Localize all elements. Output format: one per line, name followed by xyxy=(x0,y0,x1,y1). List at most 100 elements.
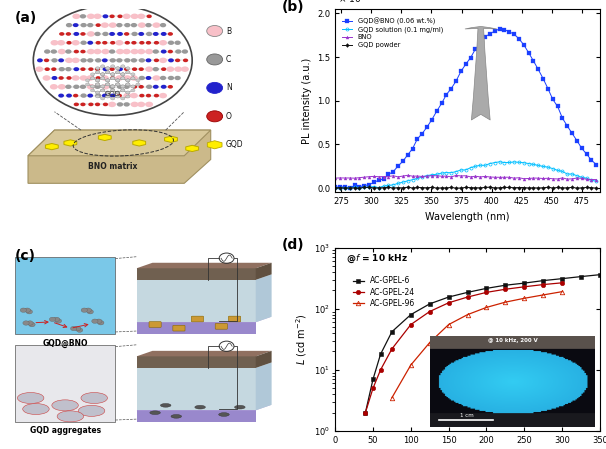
Circle shape xyxy=(145,49,153,54)
GQD solution (0.1 mg/ml) xyxy=(593,179,600,184)
Circle shape xyxy=(130,75,138,81)
Circle shape xyxy=(139,58,145,62)
Text: N: N xyxy=(226,84,232,92)
Circle shape xyxy=(168,32,173,36)
Circle shape xyxy=(102,93,108,97)
Circle shape xyxy=(131,13,139,19)
Circle shape xyxy=(73,84,79,89)
Circle shape xyxy=(101,97,105,100)
AC-GPEL-24 xyxy=(483,290,490,295)
Circle shape xyxy=(168,40,174,45)
Circle shape xyxy=(53,317,59,321)
Circle shape xyxy=(175,40,181,45)
Circle shape xyxy=(70,326,77,331)
Circle shape xyxy=(167,66,175,72)
Circle shape xyxy=(74,102,79,106)
Circle shape xyxy=(124,102,130,106)
BNO xyxy=(380,174,387,179)
Circle shape xyxy=(124,32,129,36)
Circle shape xyxy=(101,84,110,89)
Circle shape xyxy=(183,58,188,62)
Circle shape xyxy=(72,57,79,63)
Circle shape xyxy=(105,83,110,86)
Circle shape xyxy=(105,91,110,94)
Circle shape xyxy=(111,97,115,100)
Circle shape xyxy=(44,49,50,54)
AC-GPEL-96 xyxy=(502,299,509,305)
Circle shape xyxy=(101,73,105,76)
Circle shape xyxy=(118,14,122,18)
Ellipse shape xyxy=(150,411,161,414)
Circle shape xyxy=(117,32,123,36)
Circle shape xyxy=(116,95,120,98)
Circle shape xyxy=(105,95,110,98)
AC-GPEL-24 xyxy=(521,284,528,290)
Circle shape xyxy=(81,67,85,71)
Y-axis label: PL intensity (a.u.): PL intensity (a.u.) xyxy=(302,57,311,144)
Circle shape xyxy=(175,76,181,80)
Circle shape xyxy=(116,91,120,94)
Circle shape xyxy=(105,71,110,74)
Text: @$\it{f}$ = 10 kHz: @$\it{f}$ = 10 kHz xyxy=(346,253,408,265)
Circle shape xyxy=(153,67,159,71)
Circle shape xyxy=(87,41,93,45)
Circle shape xyxy=(96,79,100,82)
Circle shape xyxy=(102,58,108,62)
Circle shape xyxy=(182,49,188,54)
Circle shape xyxy=(101,75,108,81)
GQD@BNO (0.06 wt.%) xyxy=(593,162,600,167)
AC-GPEL-96 xyxy=(388,395,396,401)
Circle shape xyxy=(146,84,152,89)
Circle shape xyxy=(138,22,146,28)
Circle shape xyxy=(121,65,125,68)
Circle shape xyxy=(116,71,120,74)
Circle shape xyxy=(105,79,110,82)
Circle shape xyxy=(29,322,35,327)
Circle shape xyxy=(110,76,115,80)
Circle shape xyxy=(160,23,166,27)
AC-GPEL-6 xyxy=(445,295,452,300)
Line: GQD solution (0.1 mg/ml): GQD solution (0.1 mg/ml) xyxy=(334,160,598,189)
Circle shape xyxy=(153,32,159,36)
GQD@BNO (0.06 wt.%) xyxy=(573,138,581,143)
Circle shape xyxy=(102,14,108,18)
GQD solution (0.1 mg/ml) xyxy=(588,178,595,183)
Circle shape xyxy=(65,49,72,54)
Circle shape xyxy=(79,75,88,81)
Circle shape xyxy=(116,79,120,82)
Circle shape xyxy=(96,83,100,86)
Circle shape xyxy=(116,49,124,54)
Circle shape xyxy=(121,89,125,92)
Circle shape xyxy=(115,75,124,81)
Circle shape xyxy=(101,85,105,88)
AC-GPEL-96 xyxy=(445,322,452,327)
AC-GPEL-6 xyxy=(502,282,509,288)
Circle shape xyxy=(116,91,120,94)
Circle shape xyxy=(116,71,120,74)
Circle shape xyxy=(145,66,153,72)
Circle shape xyxy=(139,94,144,97)
GQD powder xyxy=(573,185,581,191)
Circle shape xyxy=(126,91,130,94)
GQD solution (0.1 mg/ml) xyxy=(573,173,581,178)
Circle shape xyxy=(111,85,115,88)
Circle shape xyxy=(80,14,86,18)
AC-GPEL-6 xyxy=(521,281,528,286)
Text: BNO matrix: BNO matrix xyxy=(88,162,138,172)
AC-GPEL-24 xyxy=(464,295,471,300)
AC-GPEL-96 xyxy=(521,295,528,301)
Text: $\times$ 10$^3$: $\times$ 10$^3$ xyxy=(338,0,365,5)
Circle shape xyxy=(58,49,65,54)
Circle shape xyxy=(96,79,100,82)
Circle shape xyxy=(87,31,95,37)
Circle shape xyxy=(159,40,167,45)
Circle shape xyxy=(87,23,93,27)
Circle shape xyxy=(126,71,130,74)
Circle shape xyxy=(105,79,110,82)
AC-GPEL-24 xyxy=(502,286,509,292)
Circle shape xyxy=(168,76,174,80)
Circle shape xyxy=(116,71,120,74)
AC-GPEL-24 xyxy=(377,367,384,373)
Circle shape xyxy=(131,77,135,80)
Circle shape xyxy=(73,23,79,27)
